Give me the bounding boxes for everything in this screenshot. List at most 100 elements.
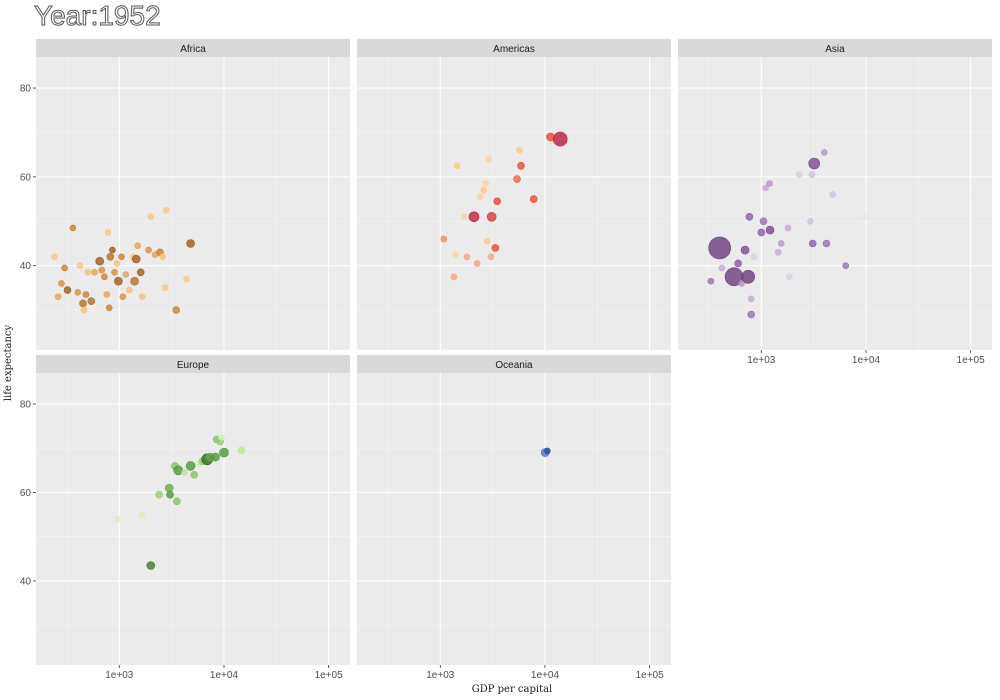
strip-label: Asia bbox=[825, 44, 845, 55]
data-point bbox=[164, 483, 174, 493]
data-point bbox=[105, 304, 113, 312]
data-point bbox=[552, 131, 568, 147]
data-point bbox=[777, 240, 785, 247]
data-point bbox=[757, 228, 766, 237]
data-point bbox=[765, 225, 775, 235]
data-point bbox=[480, 186, 488, 194]
data-point bbox=[145, 246, 152, 254]
data-point bbox=[138, 293, 146, 301]
x-tick-label: 1e+05 bbox=[957, 355, 986, 366]
data-point bbox=[482, 180, 489, 187]
data-point bbox=[114, 515, 122, 523]
data-point bbox=[155, 490, 163, 499]
data-point bbox=[185, 461, 196, 471]
data-point bbox=[452, 251, 459, 258]
data-point bbox=[95, 256, 104, 266]
strip-label: Africa bbox=[180, 44, 206, 55]
data-point bbox=[219, 447, 229, 458]
data-point bbox=[130, 276, 139, 286]
data-point bbox=[162, 284, 169, 292]
data-point bbox=[718, 264, 726, 272]
data-point bbox=[785, 273, 793, 281]
x-axis-title: GDP per capital bbox=[472, 684, 553, 695]
data-point bbox=[807, 218, 814, 225]
data-point bbox=[106, 252, 115, 261]
data-point bbox=[109, 246, 116, 254]
data-point bbox=[491, 244, 500, 252]
panel-africa: Africa 40 60 80 bbox=[20, 39, 350, 350]
data-point bbox=[440, 235, 448, 243]
data-point bbox=[126, 286, 133, 294]
y-tick-label: 80 bbox=[20, 399, 32, 410]
data-point bbox=[84, 268, 92, 276]
y-tick-label: 60 bbox=[20, 488, 32, 499]
x-tick-label: 1e+04 bbox=[210, 670, 239, 681]
data-point bbox=[453, 162, 461, 170]
data-point bbox=[54, 293, 62, 301]
data-point bbox=[114, 276, 123, 286]
data-point bbox=[759, 217, 768, 226]
data-point bbox=[486, 212, 497, 222]
data-point bbox=[450, 273, 458, 281]
data-point bbox=[808, 239, 817, 248]
x-tick-label: 1e+05 bbox=[636, 670, 665, 681]
data-point bbox=[183, 275, 190, 283]
strip-label: Europe bbox=[177, 360, 210, 371]
plot-background bbox=[357, 373, 671, 665]
x-tick-label: 1e+03 bbox=[426, 670, 455, 681]
data-point bbox=[795, 171, 803, 178]
data-point bbox=[829, 191, 836, 198]
x-tick-label: 1e+04 bbox=[531, 670, 560, 681]
strip-background bbox=[36, 355, 350, 373]
data-point bbox=[104, 229, 112, 236]
data-point bbox=[136, 268, 145, 277]
data-point bbox=[774, 249, 782, 256]
plot-background bbox=[678, 57, 992, 350]
data-point bbox=[134, 242, 141, 249]
data-point bbox=[747, 295, 755, 303]
data-point bbox=[461, 213, 468, 221]
data-point bbox=[211, 452, 220, 462]
data-point bbox=[513, 175, 521, 183]
data-point bbox=[820, 149, 828, 156]
panel-asia: Asia 1e+03 1e+04 1e+05 bbox=[678, 39, 992, 366]
y-tick-label: 80 bbox=[20, 84, 32, 95]
data-point bbox=[69, 224, 77, 232]
data-point bbox=[173, 497, 181, 506]
data-point bbox=[476, 193, 484, 201]
data-point bbox=[162, 206, 170, 214]
data-point bbox=[138, 511, 146, 518]
data-point bbox=[61, 264, 68, 272]
data-point bbox=[762, 184, 769, 192]
data-point bbox=[181, 469, 188, 476]
data-point bbox=[172, 306, 180, 314]
data-point bbox=[808, 171, 816, 178]
data-point bbox=[131, 254, 141, 264]
strip-background bbox=[357, 355, 671, 373]
data-point bbox=[517, 162, 525, 170]
data-point bbox=[740, 245, 750, 255]
data-point bbox=[544, 447, 551, 455]
data-point bbox=[738, 280, 746, 287]
data-point bbox=[166, 490, 174, 499]
data-point bbox=[74, 288, 81, 296]
data-point bbox=[529, 195, 538, 203]
x-tick-label: 1e+03 bbox=[105, 670, 134, 681]
data-point bbox=[76, 262, 84, 270]
data-point bbox=[822, 239, 831, 248]
strip-label: Oceania bbox=[495, 360, 533, 371]
data-point bbox=[190, 470, 198, 479]
data-point bbox=[741, 269, 756, 284]
data-point bbox=[98, 266, 106, 274]
data-point bbox=[63, 286, 72, 294]
data-point bbox=[159, 253, 166, 261]
data-point bbox=[111, 268, 118, 276]
data-point bbox=[463, 253, 471, 261]
plot-background bbox=[36, 373, 350, 665]
strip-background bbox=[678, 39, 992, 57]
chart-title: Year:1952 bbox=[34, 0, 162, 32]
data-point bbox=[103, 291, 111, 298]
plot-background bbox=[357, 57, 671, 350]
data-point bbox=[87, 297, 96, 306]
